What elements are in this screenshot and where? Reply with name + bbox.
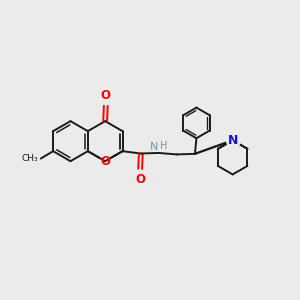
Text: N: N xyxy=(149,142,158,152)
Text: O: O xyxy=(135,173,145,186)
Text: H: H xyxy=(160,141,167,151)
Text: O: O xyxy=(100,155,110,168)
Text: N: N xyxy=(227,134,238,147)
Text: O: O xyxy=(101,89,111,102)
Text: CH₃: CH₃ xyxy=(22,154,38,163)
